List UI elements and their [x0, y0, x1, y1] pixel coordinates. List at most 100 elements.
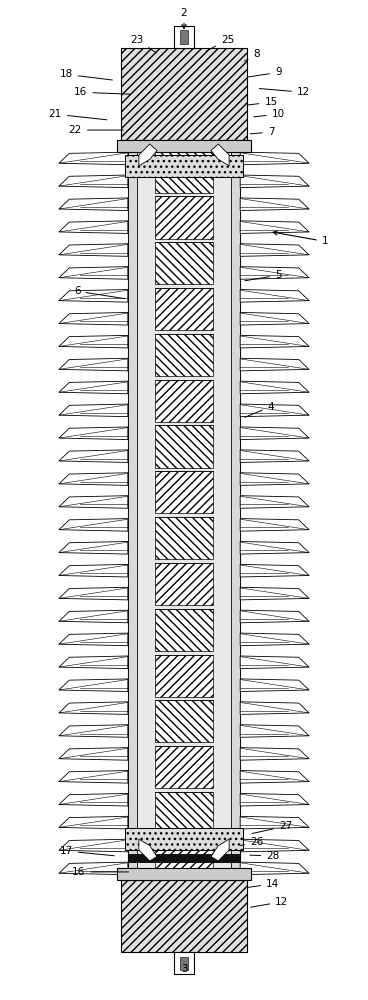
Polygon shape [59, 404, 128, 417]
Bar [174, 952, 194, 974]
Polygon shape [240, 450, 309, 462]
Polygon shape [59, 656, 128, 669]
Polygon shape [59, 771, 128, 783]
Bar [117, 140, 251, 152]
Text: 26: 26 [240, 837, 263, 847]
Polygon shape [59, 473, 128, 485]
Text: 22: 22 [69, 125, 123, 135]
Bar [155, 242, 213, 284]
Polygon shape [240, 610, 309, 623]
Polygon shape [59, 198, 128, 211]
Bar [135, 158, 233, 164]
Polygon shape [240, 496, 309, 508]
Polygon shape [59, 450, 128, 462]
Polygon shape [240, 358, 309, 371]
Bar [125, 155, 243, 177]
Polygon shape [240, 862, 309, 875]
Bar [155, 334, 213, 376]
Polygon shape [240, 244, 309, 256]
Polygon shape [240, 152, 309, 165]
Text: 5: 5 [245, 270, 282, 281]
Polygon shape [240, 702, 309, 714]
Bar [125, 828, 243, 850]
Polygon shape [59, 748, 128, 760]
Text: 17: 17 [60, 846, 114, 856]
Text: 23: 23 [130, 35, 156, 53]
Polygon shape [59, 312, 128, 325]
Bar [155, 609, 213, 651]
Polygon shape [59, 290, 128, 302]
Bar [155, 471, 213, 513]
Text: 9: 9 [248, 67, 282, 77]
Polygon shape [240, 564, 309, 577]
Polygon shape [59, 358, 128, 371]
Text: 25: 25 [206, 35, 234, 51]
Polygon shape [59, 244, 128, 256]
Bar [128, 147, 240, 880]
Polygon shape [240, 221, 309, 233]
Polygon shape [139, 144, 157, 166]
Bar [117, 868, 251, 880]
Polygon shape [59, 381, 128, 394]
Bar [155, 425, 213, 468]
Polygon shape [59, 610, 128, 623]
Polygon shape [59, 541, 128, 554]
Polygon shape [240, 473, 309, 485]
Bar [155, 700, 213, 742]
Polygon shape [240, 175, 309, 188]
Text: 10: 10 [254, 109, 285, 119]
Bar [174, 26, 194, 48]
Polygon shape [240, 839, 309, 852]
Bar [155, 792, 213, 834]
Polygon shape [211, 839, 229, 861]
Polygon shape [59, 175, 128, 188]
Bar [180, 30, 188, 44]
Text: 28: 28 [250, 851, 279, 861]
Polygon shape [59, 702, 128, 714]
Polygon shape [59, 725, 128, 737]
Bar [155, 517, 213, 559]
Polygon shape [59, 679, 128, 691]
Text: 16: 16 [74, 87, 131, 97]
Polygon shape [240, 335, 309, 348]
Polygon shape [59, 564, 128, 577]
Bar [155, 288, 213, 330]
Polygon shape [240, 267, 309, 279]
Polygon shape [240, 404, 309, 417]
Bar [121, 48, 247, 140]
Text: 27: 27 [252, 821, 292, 834]
Text: 2: 2 [181, 8, 187, 29]
Bar [155, 655, 213, 697]
Polygon shape [240, 541, 309, 554]
Text: 12: 12 [259, 87, 310, 97]
Bar [155, 746, 213, 788]
Polygon shape [240, 587, 309, 600]
Polygon shape [240, 290, 309, 302]
Polygon shape [59, 633, 128, 646]
Text: 14: 14 [248, 879, 279, 889]
Polygon shape [59, 267, 128, 279]
Polygon shape [240, 679, 309, 691]
Text: 15: 15 [248, 97, 277, 107]
Polygon shape [240, 771, 309, 783]
Text: 12: 12 [251, 897, 289, 907]
Text: 21: 21 [49, 109, 107, 120]
Polygon shape [240, 748, 309, 760]
Polygon shape [59, 519, 128, 531]
Polygon shape [59, 221, 128, 233]
Bar [155, 151, 213, 193]
Bar [155, 838, 213, 880]
Polygon shape [240, 793, 309, 806]
Bar [155, 196, 213, 239]
Text: 18: 18 [60, 69, 112, 80]
Bar [155, 380, 213, 422]
Polygon shape [240, 725, 309, 737]
Text: 8: 8 [244, 49, 260, 61]
Text: 1: 1 [273, 231, 328, 246]
Polygon shape [59, 587, 128, 600]
Bar [128, 147, 137, 880]
Bar [135, 158, 233, 164]
Polygon shape [240, 816, 309, 829]
Polygon shape [240, 198, 309, 211]
Polygon shape [59, 793, 128, 806]
